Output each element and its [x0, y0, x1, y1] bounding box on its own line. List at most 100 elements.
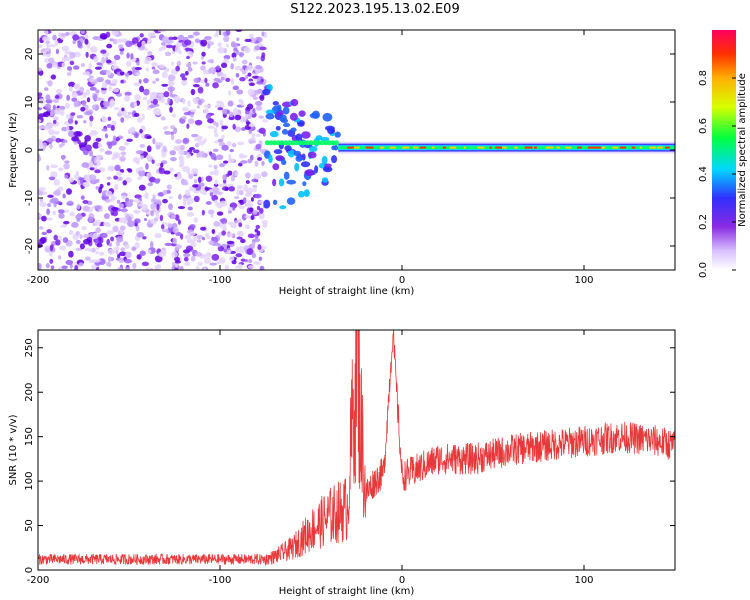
noise-blob — [158, 47, 163, 52]
noise-blob — [258, 212, 265, 220]
noise-blob — [82, 181, 91, 188]
noise-blob — [76, 114, 84, 119]
transition-blob — [301, 153, 306, 161]
noise-blob — [91, 155, 95, 162]
noise-blob — [192, 61, 198, 65]
noise-blob — [195, 265, 200, 270]
noise-blob — [82, 200, 89, 204]
noise-blob — [44, 58, 50, 63]
noise-blob — [104, 150, 113, 155]
noise-blob — [211, 194, 219, 202]
signal-seed — [312, 140, 318, 146]
noise-blob — [75, 214, 83, 221]
noise-blob — [96, 178, 100, 183]
noise-blob — [213, 183, 219, 187]
noise-blob — [236, 89, 244, 95]
noise-blob — [141, 132, 145, 139]
noise-blob — [134, 218, 141, 224]
noise-blob — [190, 88, 196, 96]
noise-blob — [186, 153, 192, 159]
noise-blob — [61, 265, 68, 269]
noise-blob — [191, 168, 199, 175]
noise-blob — [247, 158, 253, 164]
noise-blob — [143, 77, 149, 84]
noise-blob — [106, 43, 113, 49]
noise-blob — [192, 97, 200, 103]
noise-blob — [217, 191, 223, 196]
noise-blob — [80, 195, 85, 200]
noise-blob — [54, 189, 61, 196]
noise-blob — [191, 133, 199, 138]
transition-blob — [282, 106, 290, 115]
signal-peak — [656, 146, 663, 149]
noise-blob — [106, 182, 111, 186]
noise-blob — [46, 217, 53, 221]
noise-blob — [138, 184, 146, 191]
signal-seed — [290, 140, 296, 146]
signal-peak — [502, 146, 507, 149]
noise-blob — [146, 145, 152, 153]
noise-blob — [177, 219, 181, 225]
noise-blob — [55, 89, 63, 94]
noise-blob — [201, 209, 205, 216]
colorbar-tick-label: 0.4 — [698, 166, 709, 182]
colorbar-tick-label: 0.2 — [698, 214, 709, 230]
transition-blob — [321, 155, 328, 165]
noise-blob — [157, 95, 162, 101]
noise-blob — [247, 72, 252, 77]
noise-blob — [40, 48, 48, 55]
noise-blob — [118, 257, 125, 263]
signal-peak — [665, 146, 670, 149]
noise-blob — [164, 130, 172, 135]
noise-blob — [217, 231, 223, 238]
noise-blob — [197, 86, 204, 94]
noise-blob — [90, 130, 98, 136]
noise-blob — [226, 141, 232, 146]
noise-blob — [39, 201, 47, 207]
noise-blob — [185, 62, 192, 68]
noise-blob — [193, 137, 202, 142]
noise-blob — [157, 30, 166, 33]
noise-blob — [55, 137, 62, 143]
signal-seed — [319, 140, 325, 146]
noise-blob — [75, 231, 80, 236]
noise-blob — [167, 223, 173, 228]
noise-blob — [80, 63, 86, 67]
noise-blob — [118, 146, 126, 151]
noise-blob — [109, 197, 114, 202]
noise-blob — [82, 234, 90, 238]
noise-blob — [87, 216, 94, 223]
noise-blob — [73, 83, 79, 89]
noise-blob — [46, 208, 50, 215]
noise-blob — [63, 220, 70, 225]
noise-blob — [217, 107, 224, 111]
noise-blob — [183, 253, 191, 258]
noise-blob — [182, 137, 190, 144]
transition-blob — [273, 149, 283, 155]
noise-blob — [240, 258, 246, 262]
noise-blob — [170, 82, 175, 86]
noise-blob — [144, 59, 150, 65]
noise-blob — [210, 213, 214, 218]
noise-blob — [257, 244, 262, 251]
noise-blob — [251, 241, 256, 248]
noise-blob — [192, 149, 200, 154]
noise-blob — [203, 257, 211, 264]
noise-blob — [254, 67, 261, 75]
noise-blob — [254, 160, 259, 167]
noise-blob — [41, 231, 47, 236]
noise-blob — [194, 38, 200, 44]
noise-blob — [205, 82, 210, 87]
noise-blob — [220, 76, 225, 81]
noise-blob — [88, 62, 92, 70]
noise-blob — [225, 43, 230, 48]
noise-blob — [216, 211, 224, 216]
noise-blob — [262, 222, 268, 228]
noise-blob — [219, 218, 226, 223]
noise-blob — [65, 31, 70, 36]
noise-blob — [181, 107, 189, 112]
noise-blob — [89, 46, 98, 53]
noise-blob — [52, 98, 60, 104]
noise-blob — [176, 60, 181, 67]
noise-blob — [233, 196, 240, 200]
